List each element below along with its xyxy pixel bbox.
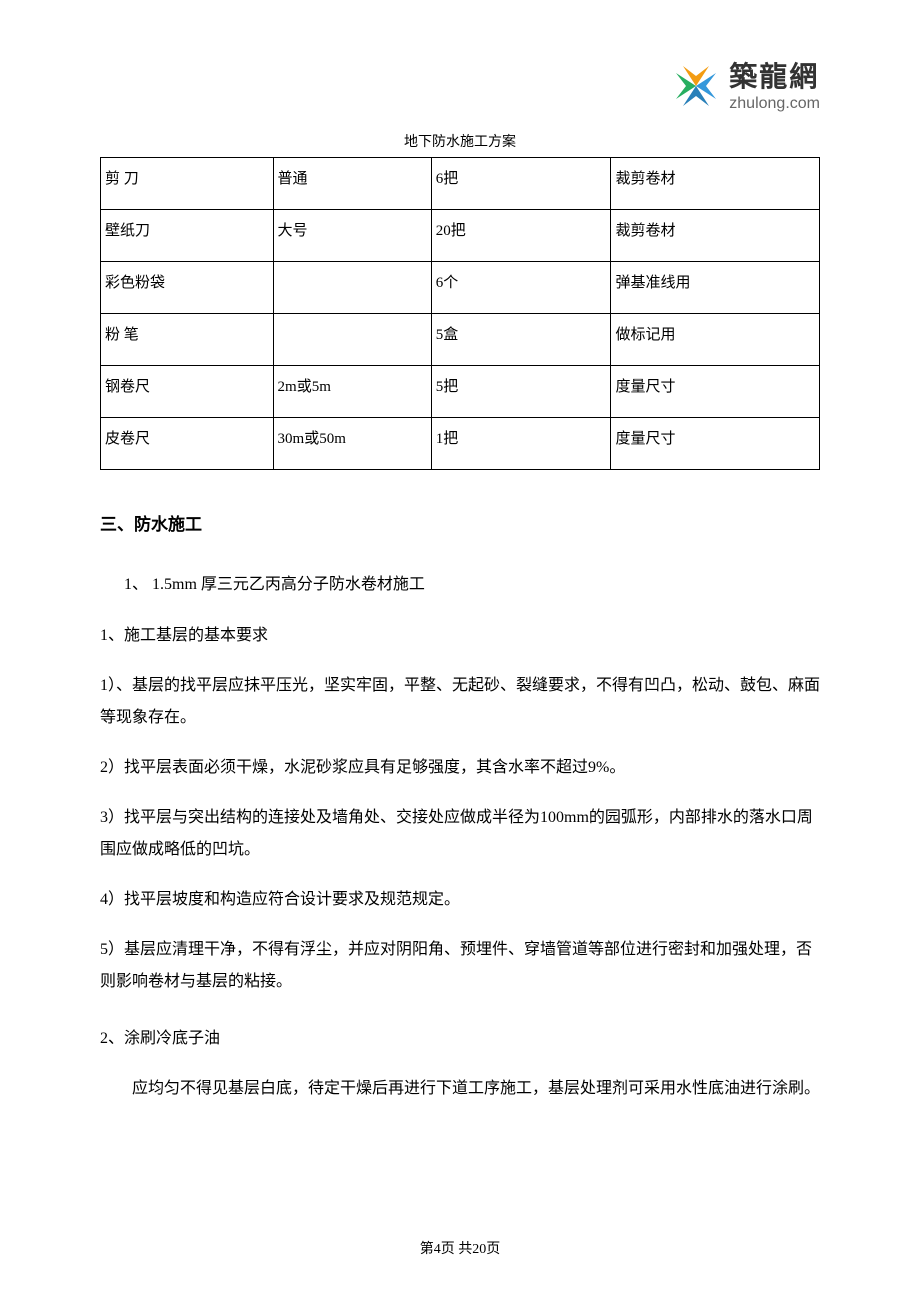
item-1-1: 1、施工基层的基本要求 [100,620,820,652]
table-row: 皮卷尺30m或50m1把度量尺寸 [101,418,820,470]
page-footer: 第4页 共20页 [0,1237,920,1262]
table-cell: 大号 [273,210,431,262]
table-cell: 裁剪卷材 [611,210,820,262]
table-cell: 6把 [431,158,611,210]
table-cell [273,314,431,366]
item-1: 1、 1.5mm 厚三元乙丙高分子防水卷材施工 [100,571,820,600]
table-cell: 钢卷尺 [101,366,274,418]
section-heading: 三、防水施工 [100,510,820,541]
logo-container: 築龍網 zhulong.com [671,60,820,113]
table-cell: 裁剪卷材 [611,158,820,210]
table-cell: 度量尺寸 [611,366,820,418]
paragraph-5: 5）基层应清理干净，不得有浮尘，并应对阴阳角、预埋件、穿墙管道等部位进行密封和加… [100,934,820,998]
table-row: 粉 笔 5盒做标记用 [101,314,820,366]
table-cell [273,262,431,314]
table-cell: 1把 [431,418,611,470]
table-cell: 5盒 [431,314,611,366]
table-cell: 壁纸刀 [101,210,274,262]
table-row: 钢卷尺2m或5m5把度量尺寸 [101,366,820,418]
table-cell: 度量尺寸 [611,418,820,470]
logo-cn-text: 築龍網 [729,60,820,94]
item-1-2: 2、涂刷冷底子油 [100,1023,820,1055]
table-cell: 剪 刀 [101,158,274,210]
doc-title: 地下防水施工方案 [100,130,820,155]
table-cell: 彩色粉袋 [101,262,274,314]
table-cell: 弹基准线用 [611,262,820,314]
table-cell: 粉 笔 [101,314,274,366]
materials-table: 剪 刀普通6把裁剪卷材壁纸刀大号20把裁剪卷材彩色粉袋6个弹基准线用粉 笔5盒做… [100,157,820,470]
table-cell: 6个 [431,262,611,314]
table-cell: 皮卷尺 [101,418,274,470]
paragraph-1: 1）、基层的找平层应抹平压光，坚实牢固，平整、无起砂、裂缝要求，不得有凹凸，松动… [100,670,820,734]
table-row: 剪 刀普通6把裁剪卷材 [101,158,820,210]
table-row: 壁纸刀大号20把裁剪卷材 [101,210,820,262]
paragraph-3: 3）找平层与突出结构的连接处及墙角处、交接处应做成半径为100mm的园弧形，内部… [100,802,820,866]
table-cell: 普通 [273,158,431,210]
table-cell: 2m或5m [273,366,431,418]
table-cell: 30m或50m [273,418,431,470]
paragraph-6: 应均匀不得见基层白底，待定干燥后再进行下道工序施工，基层处理剂可采用水性底油进行… [100,1073,820,1105]
document-page: 築龍網 zhulong.com 地下防水施工方案 剪 刀普通6把裁剪卷材壁纸刀大… [0,0,920,1302]
table-cell: 20把 [431,210,611,262]
table-cell: 做标记用 [611,314,820,366]
paragraph-2: 2）找平层表面必须干燥，水泥砂浆应具有足够强度，其含水率不超过9%。 [100,752,820,784]
logo-text: 築龍網 zhulong.com [729,60,820,113]
table-row: 彩色粉袋 6个弹基准线用 [101,262,820,314]
paragraph-4: 4）找平层坡度和构造应符合设计要求及规范规定。 [100,884,820,916]
table-cell: 5把 [431,366,611,418]
logo-en-text: zhulong.com [729,94,820,113]
logo-icon [671,61,721,111]
